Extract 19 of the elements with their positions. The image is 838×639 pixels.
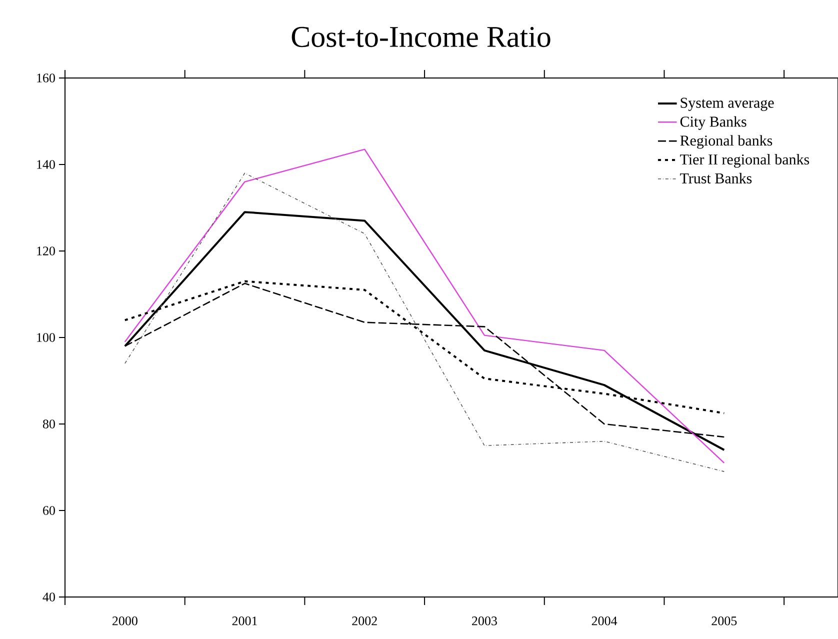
legend-label: Trust Banks xyxy=(680,172,752,184)
x-tick-label: 2001 xyxy=(232,616,257,626)
y-tick-label: 80 xyxy=(42,420,55,428)
y-tick-label: 40 xyxy=(42,592,55,602)
legend-label: City Banks xyxy=(680,116,746,130)
y-tick-label: 60 xyxy=(43,506,55,515)
x-tick-label: 2005 xyxy=(712,616,737,626)
legend-label: Tier II regional banks xyxy=(680,154,810,168)
legend-label: System average xyxy=(680,98,774,111)
x-tick-label: 2000 xyxy=(112,616,138,626)
x-tick-label: 2003 xyxy=(472,616,497,626)
y-tick-label: 120 xyxy=(37,246,55,256)
x-tick-label: 2004 xyxy=(592,616,618,626)
chart-title: Cost-to-Income Ratio xyxy=(292,26,550,48)
legend-label: Regional banks xyxy=(680,135,772,149)
y-tick-label: 140 xyxy=(37,160,55,169)
y-tick-label: 100 xyxy=(37,333,55,342)
x-tick-label: 2002 xyxy=(352,616,377,626)
y-tick-label: 160 xyxy=(37,74,55,82)
